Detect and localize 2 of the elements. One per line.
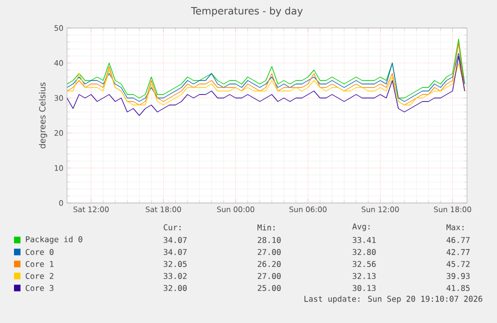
chart-title: Temperatures - by day — [191, 6, 303, 17]
y-axis-title: degrees Celsius — [38, 82, 48, 148]
